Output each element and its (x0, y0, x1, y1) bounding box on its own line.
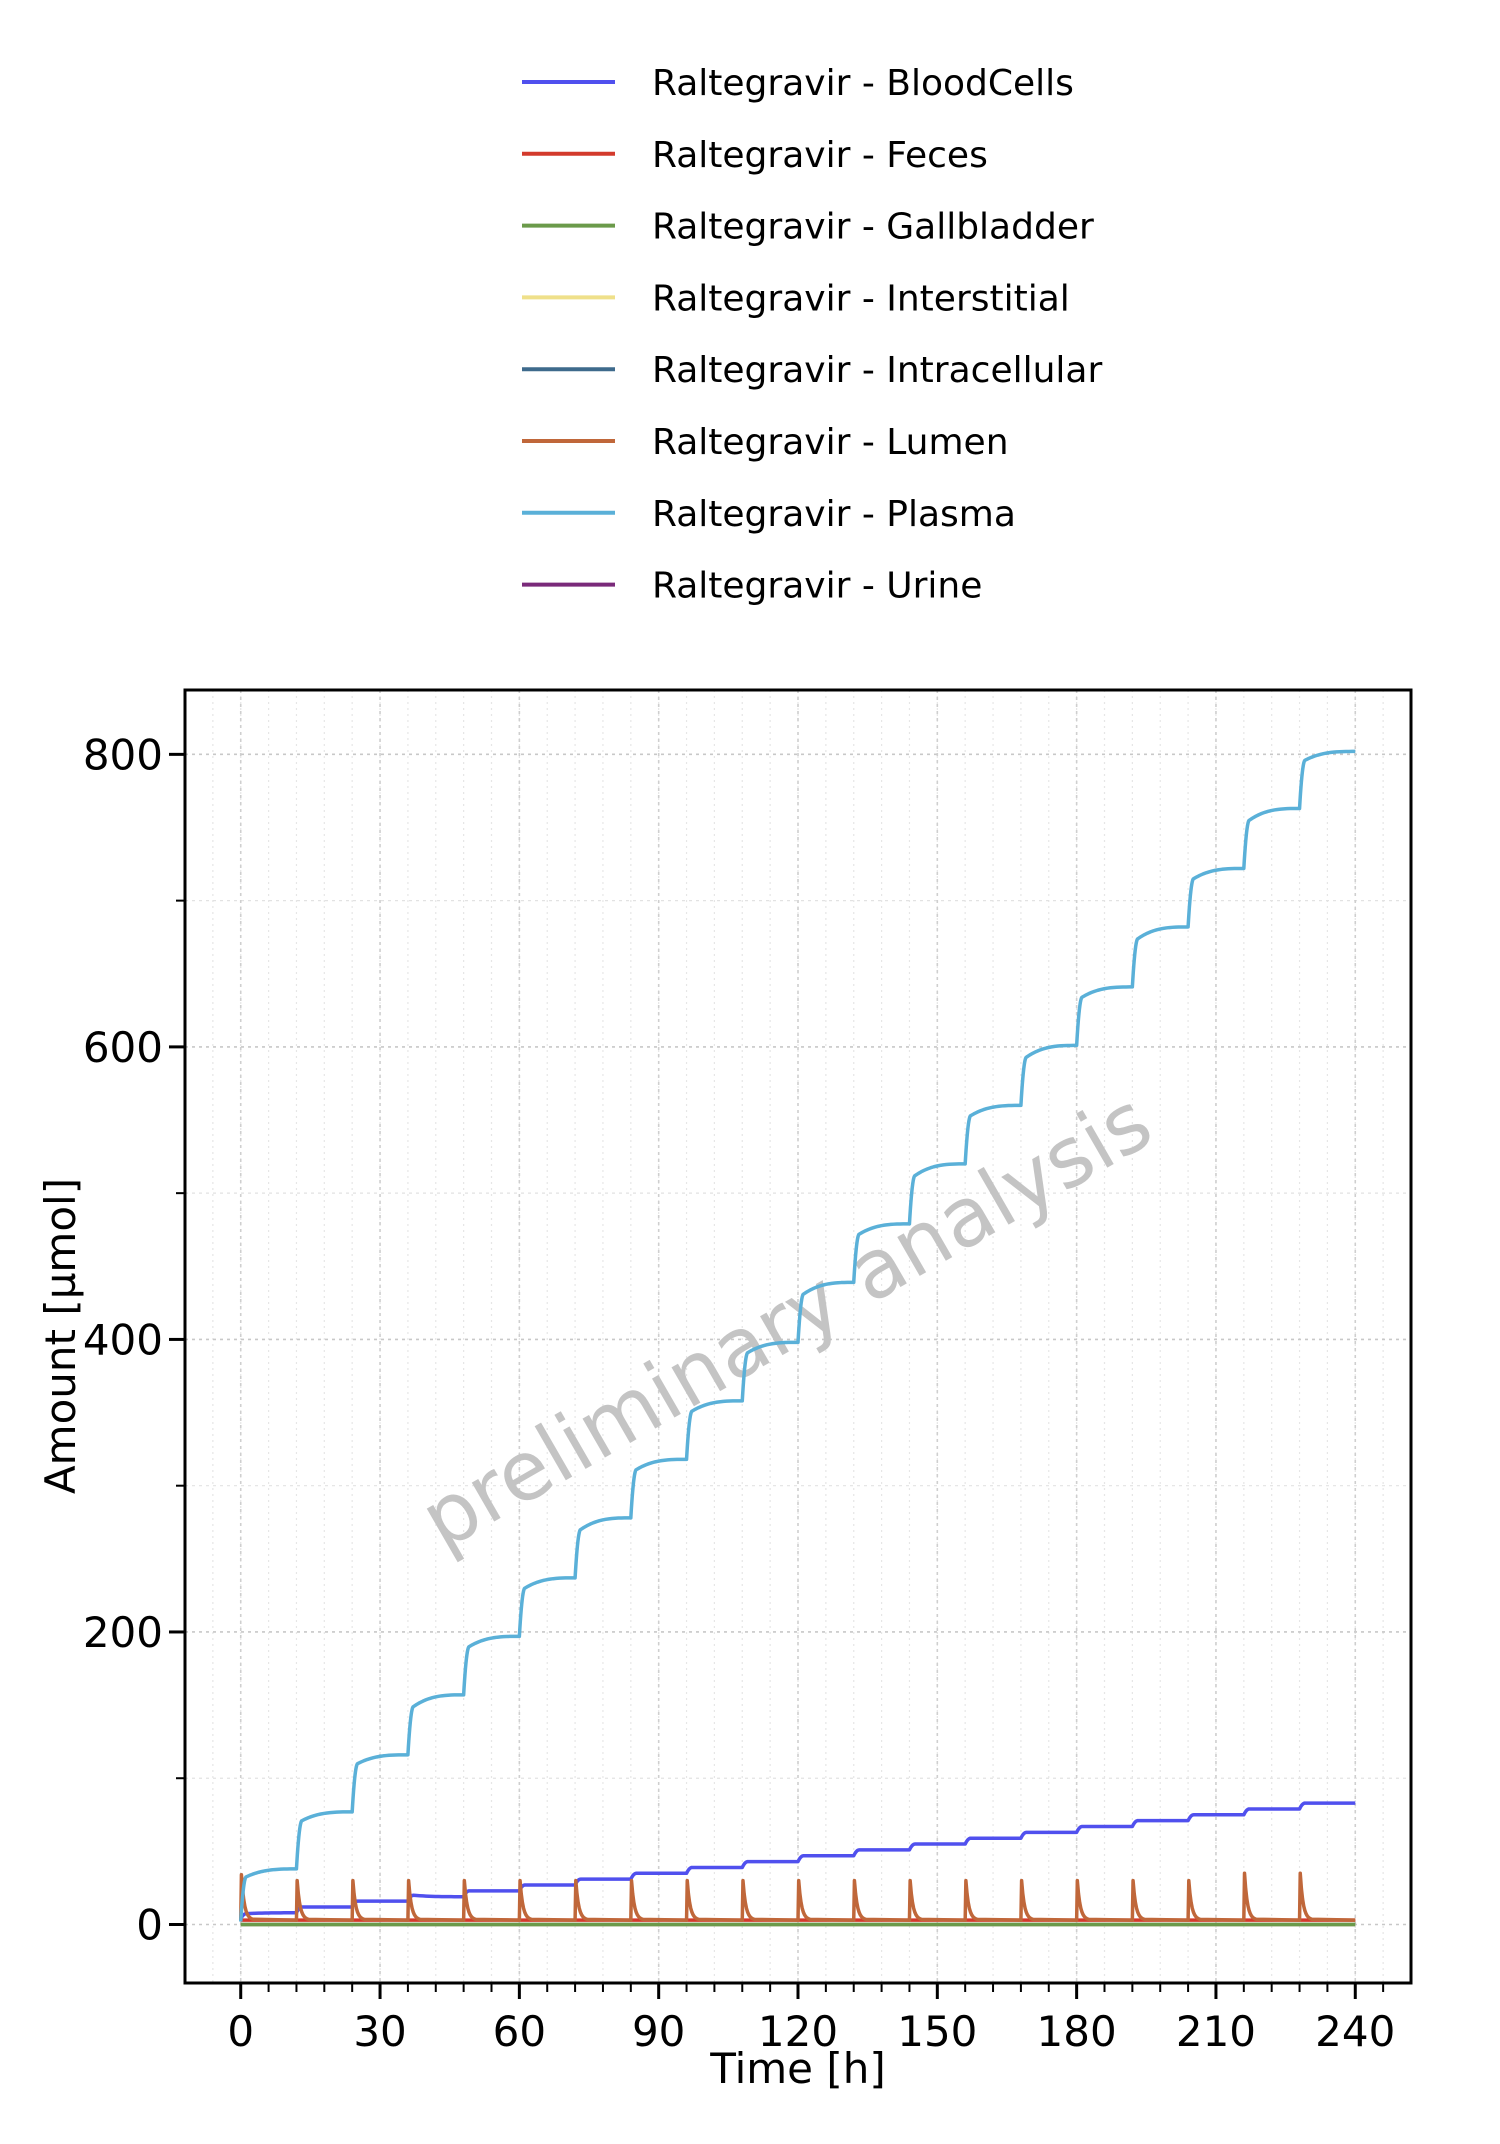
legend-label: Raltegravir - BloodCells (652, 63, 1074, 104)
x-tick-label: 30 (353, 2007, 406, 2056)
plot-area (238, 749, 1356, 1927)
x-tick-label: 120 (758, 2007, 838, 2056)
x-tick-label: 240 (1315, 2007, 1395, 2056)
x-tick-label: 150 (897, 2007, 977, 2056)
series-line-plasma (238, 749, 1356, 1922)
legend-label: Raltegravir - Interstitial (652, 278, 1070, 319)
legend-label: Raltegravir - Gallbladder (652, 207, 1094, 248)
legend-label: Raltegravir - Feces (652, 135, 988, 176)
legend-label: Raltegravir - Plasma (652, 494, 1016, 535)
x-tick-label: 210 (1176, 2007, 1256, 2056)
x-tick-label: 0 (227, 2007, 254, 2056)
y-tick-label: 0 (136, 1900, 163, 1949)
legend-label: Raltegravir - Urine (652, 566, 982, 607)
axes: 0 30 60 90 120 150 180 210 240 0 200 400 600 800 (83, 730, 1396, 2056)
x-tick-label: 60 (493, 2007, 546, 2056)
y-tick-label: 600 (83, 1023, 163, 1072)
legend-label: Raltegravir - Lumen (652, 422, 1009, 463)
y-axis-title: Amount [µmol] (36, 1178, 85, 1494)
y-tick-label: 400 (83, 1315, 163, 1364)
legend: Raltegravir - BloodCells Raltegravir - Fe… (522, 63, 1102, 607)
x-tick-label: 90 (632, 2007, 685, 2056)
series-line-bloodcells (239, 1801, 1356, 1920)
legend-label: Raltegravir - Intracellular (652, 350, 1102, 391)
x-tick-label: 180 (1037, 2007, 1117, 2056)
x-axis-title: Time [h] (709, 2044, 886, 2093)
series-line-lumen (238, 1871, 1356, 1922)
y-tick-label: 200 (83, 1608, 163, 1657)
y-tick-label: 800 (83, 730, 163, 779)
